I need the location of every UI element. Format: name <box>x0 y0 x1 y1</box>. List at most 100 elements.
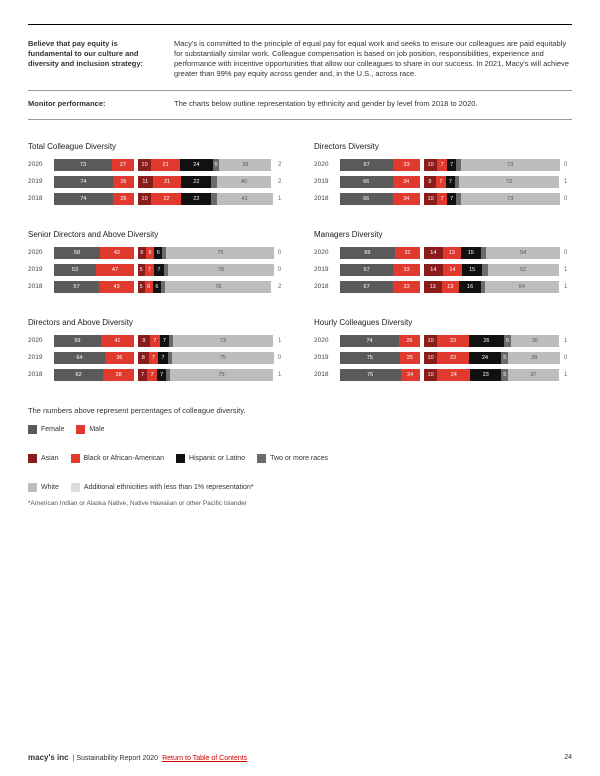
year-label: 2019 <box>28 178 48 185</box>
gender-bar: 5743 <box>54 281 134 293</box>
chart-row: 20196733141415521 <box>314 264 572 276</box>
segment-male: 26 <box>399 335 420 347</box>
legend-item: White <box>28 483 59 492</box>
gender-bar: 7426 <box>54 176 134 188</box>
remainder-value: 1 <box>564 179 572 185</box>
intro-text-1: Macy's is committed to the principle of … <box>174 39 572 80</box>
mid-rule-1 <box>28 90 572 91</box>
chart-row: 20195347577780 <box>28 264 286 276</box>
brand: macy's inc <box>28 753 69 762</box>
legend-item: Female <box>28 425 64 434</box>
gender-bar: 7426 <box>54 193 134 205</box>
bar-group: 74261023265351 <box>340 335 572 347</box>
bar-group: 6931141315540 <box>340 247 572 259</box>
chart-row: 201876241024235371 <box>314 369 572 381</box>
ethnicity-bar: 14141552 <box>424 264 560 276</box>
gender-bar: 6436 <box>54 352 134 364</box>
segment-male: 33 <box>393 281 419 293</box>
footer-left: macy's inc | Sustainability Report 2020 … <box>28 753 247 762</box>
segment-female: 74 <box>54 193 113 205</box>
ethnicity-bar: 102423537 <box>424 369 560 381</box>
ethnicity-bar: 56678 <box>138 281 274 293</box>
segment-hispanic: 7 <box>158 352 168 364</box>
charts-grid: Total Colleague Diversity202073271021245… <box>28 142 572 386</box>
toc-link[interactable]: Return to Table of Contents <box>162 755 247 762</box>
chart-row: 201975251023245380 <box>314 352 572 364</box>
segment-male: 36 <box>105 352 134 364</box>
bar-group: 73271021245382 <box>54 159 286 171</box>
segment-male: 34 <box>393 176 420 188</box>
chart-title: Total Colleague Diversity <box>28 142 286 151</box>
chart-block: Total Colleague Diversity202073271021245… <box>28 142 286 210</box>
segment-black: 6 <box>146 247 154 259</box>
gender-bar: 5842 <box>54 247 134 259</box>
segment-male: 25 <box>400 352 420 364</box>
segment-white: 54 <box>485 281 559 293</box>
diversity-note: The numbers above represent percentages … <box>28 406 572 415</box>
segment-asian: 7 <box>138 369 148 381</box>
segment-female: 59 <box>54 335 101 347</box>
segment-male: 26 <box>113 193 134 205</box>
segment-male: 27 <box>112 159 134 171</box>
legend-item: Additional ethnicities with less than 1%… <box>71 483 254 492</box>
segment-hispanic: 7 <box>447 159 457 171</box>
segment-male: 24 <box>401 369 420 381</box>
segment-male: 31 <box>395 247 420 259</box>
segment-asian: 9 <box>138 335 150 347</box>
ethnicity-bar: 107773 <box>424 159 560 171</box>
legend-item: Two or more races <box>257 454 328 463</box>
segment-white: 73 <box>461 159 560 171</box>
intro-label-1: Believe that pay equity is fundamental t… <box>28 39 158 80</box>
gender-bar: 6931 <box>340 247 420 259</box>
chart-row: 20186733131316541 <box>314 281 572 293</box>
ethnicity-bar: 57778 <box>138 264 274 276</box>
remainder-value: 1 <box>564 338 572 344</box>
ethnicity-bar: 102326535 <box>424 335 560 347</box>
segment-black: 7 <box>437 193 447 205</box>
chart-row: 20197426112122402 <box>28 176 286 188</box>
gender-bar: 5941 <box>54 335 134 347</box>
legend-label: Black or African-American <box>84 455 165 462</box>
segment-asian: 11 <box>138 176 153 188</box>
gender-bar: 6238 <box>54 369 134 381</box>
legend-item: Black or African-American <box>71 454 165 463</box>
segment-hispanic: 7 <box>154 264 164 276</box>
chart-title: Directors Diversity <box>314 142 572 151</box>
remainder-value: 1 <box>278 196 286 202</box>
remainder-value: 0 <box>278 267 286 273</box>
ethnicity-bar: 13131654 <box>424 281 560 293</box>
legend-label: Male <box>89 426 104 433</box>
segment-black: 24 <box>437 369 470 381</box>
segment-male: 34 <box>393 193 420 205</box>
segment-asian: 10 <box>424 352 438 364</box>
segment-hispanic: 24 <box>180 159 213 171</box>
remainder-value: 0 <box>278 250 286 256</box>
gender-bar: 5347 <box>54 264 134 276</box>
segment-black: 23 <box>437 335 468 347</box>
segment-asian: 14 <box>424 264 443 276</box>
segment-black: 7 <box>147 369 157 381</box>
segment-hispanic: 15 <box>461 247 481 259</box>
legend-label: Hispanic or Latino <box>189 455 245 462</box>
segment-white: 73 <box>173 335 272 347</box>
legend-label: Asian <box>41 455 59 462</box>
legend-label: Female <box>41 426 64 433</box>
bar-group: 5842666790 <box>54 247 286 259</box>
segment-asian: 5 <box>138 264 145 276</box>
chart-title: Senior Directors and Above Diversity <box>28 230 286 239</box>
segment-black: 13 <box>442 281 460 293</box>
segment-white: 79 <box>166 247 274 259</box>
remainder-value: 1 <box>564 284 572 290</box>
segment-male: 43 <box>99 281 133 293</box>
segment-black: 7 <box>145 264 155 276</box>
legend-swatch <box>28 454 37 463</box>
segment-black: 7 <box>150 335 160 347</box>
year-label: 2019 <box>314 354 334 361</box>
segment-two: 5 <box>504 335 511 347</box>
segment-male: 38 <box>103 369 133 381</box>
chart-title: Hourly Colleagues Diversity <box>314 318 572 327</box>
segment-female: 74 <box>54 176 113 188</box>
chart-row: 20205842666790 <box>28 247 286 259</box>
segment-white: 73 <box>461 193 560 205</box>
ethnicity-bar: 97773 <box>424 176 560 188</box>
